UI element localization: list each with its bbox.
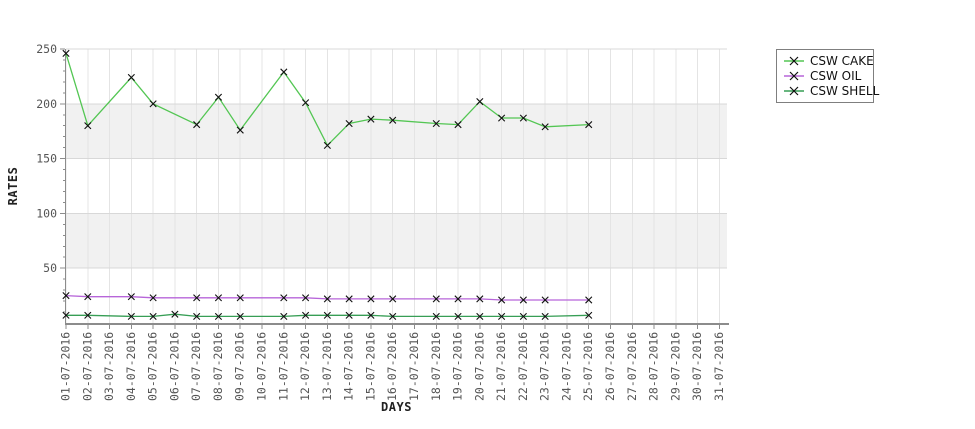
svg-text:16-07-2016: 16-07-2016 [385, 332, 399, 401]
svg-text:31-07-2016: 31-07-2016 [712, 332, 726, 401]
svg-text:02-07-2016: 02-07-2016 [80, 332, 94, 401]
svg-text:10-07-2016: 10-07-2016 [255, 332, 269, 401]
svg-text:13-07-2016: 13-07-2016 [320, 332, 334, 401]
svg-text:23-07-2016: 23-07-2016 [538, 332, 552, 401]
legend-marker-icon [784, 71, 804, 81]
svg-text:22-07-2016: 22-07-2016 [516, 332, 530, 401]
svg-text:30-07-2016: 30-07-2016 [690, 332, 704, 401]
svg-text:26-07-2016: 26-07-2016 [603, 332, 617, 401]
svg-text:DAYS: DAYS [381, 400, 412, 414]
svg-text:14-07-2016: 14-07-2016 [342, 332, 356, 401]
legend-item-label: CSW OIL [810, 69, 862, 83]
svg-text:50: 50 [43, 261, 57, 275]
svg-text:RATES: RATES [6, 167, 20, 206]
svg-text:12-07-2016: 12-07-2016 [298, 332, 312, 401]
svg-text:27-07-2016: 27-07-2016 [625, 332, 639, 401]
svg-text:200: 200 [36, 97, 57, 111]
legend-item-csw-shell: CSW SHELL [783, 84, 879, 98]
svg-text:250: 250 [36, 42, 57, 56]
svg-text:28-07-2016: 28-07-2016 [647, 332, 661, 401]
svg-text:19-07-2016: 19-07-2016 [451, 332, 465, 401]
legend-item-csw-oil: CSW OIL [783, 69, 867, 83]
svg-text:01-07-2016: 01-07-2016 [59, 332, 73, 401]
legend-item-label: CSW CAKE [810, 54, 874, 68]
legend: CSW CAKE CSW OIL CSW SHELL [776, 49, 879, 103]
svg-text:24-07-2016: 24-07-2016 [559, 332, 573, 401]
svg-text:21-07-2016: 21-07-2016 [494, 332, 508, 401]
svg-text:06-07-2016: 06-07-2016 [167, 332, 181, 401]
svg-text:15-07-2016: 15-07-2016 [363, 332, 377, 401]
svg-text:29-07-2016: 29-07-2016 [668, 332, 682, 401]
legend-marker-icon [784, 86, 804, 96]
svg-text:03-07-2016: 03-07-2016 [102, 332, 116, 401]
svg-text:09-07-2016: 09-07-2016 [233, 332, 247, 401]
svg-text:11-07-2016: 11-07-2016 [276, 332, 290, 401]
legend-item-label: CSW SHELL [810, 84, 880, 98]
svg-text:17-07-2016: 17-07-2016 [407, 332, 421, 401]
svg-text:05-07-2016: 05-07-2016 [146, 332, 160, 401]
svg-text:20-07-2016: 20-07-2016 [472, 332, 486, 401]
svg-text:25-07-2016: 25-07-2016 [581, 332, 595, 401]
svg-text:100: 100 [36, 206, 57, 220]
svg-text:04-07-2016: 04-07-2016 [124, 332, 138, 401]
svg-text:150: 150 [36, 152, 57, 166]
legend-marker-icon [784, 56, 804, 66]
legend-item-csw-cake: CSW CAKE [783, 54, 874, 68]
svg-text:08-07-2016: 08-07-2016 [211, 332, 225, 401]
svg-text:18-07-2016: 18-07-2016 [429, 332, 443, 401]
svg-text:07-07-2016: 07-07-2016 [189, 332, 203, 401]
